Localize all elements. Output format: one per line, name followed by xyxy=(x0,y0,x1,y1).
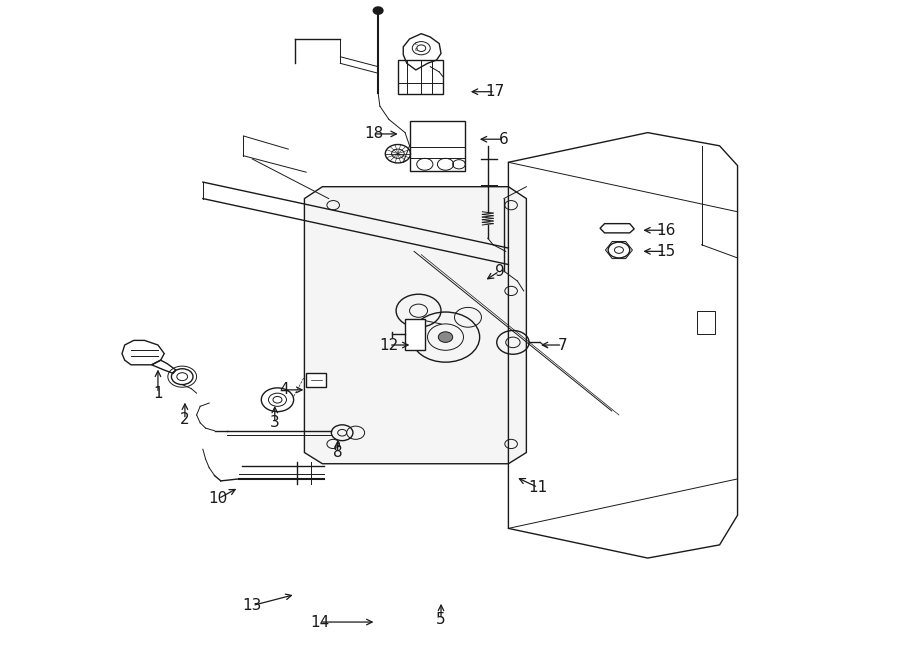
Text: 2: 2 xyxy=(180,412,190,427)
Bar xyxy=(698,311,716,334)
Text: 10: 10 xyxy=(209,491,228,506)
Bar xyxy=(306,373,326,387)
Text: 13: 13 xyxy=(243,598,262,613)
Text: 16: 16 xyxy=(656,223,675,238)
Text: 18: 18 xyxy=(364,126,383,141)
Bar xyxy=(410,122,465,171)
Text: 5: 5 xyxy=(436,612,446,627)
Text: 12: 12 xyxy=(379,338,399,352)
Polygon shape xyxy=(304,186,526,464)
Text: 6: 6 xyxy=(499,132,508,147)
Text: c
c: c c xyxy=(414,42,418,52)
Text: 11: 11 xyxy=(528,480,548,495)
Text: 8: 8 xyxy=(333,445,343,460)
Text: 15: 15 xyxy=(656,244,675,259)
Circle shape xyxy=(438,332,453,342)
Text: 9: 9 xyxy=(494,264,504,279)
Text: 4: 4 xyxy=(279,382,289,397)
Bar xyxy=(398,60,443,95)
Text: 14: 14 xyxy=(310,615,329,629)
Text: 7: 7 xyxy=(557,338,567,352)
Circle shape xyxy=(374,7,382,14)
Bar xyxy=(405,319,425,350)
Text: 17: 17 xyxy=(485,84,505,99)
Text: 3: 3 xyxy=(270,415,280,430)
Text: 1: 1 xyxy=(153,385,163,401)
